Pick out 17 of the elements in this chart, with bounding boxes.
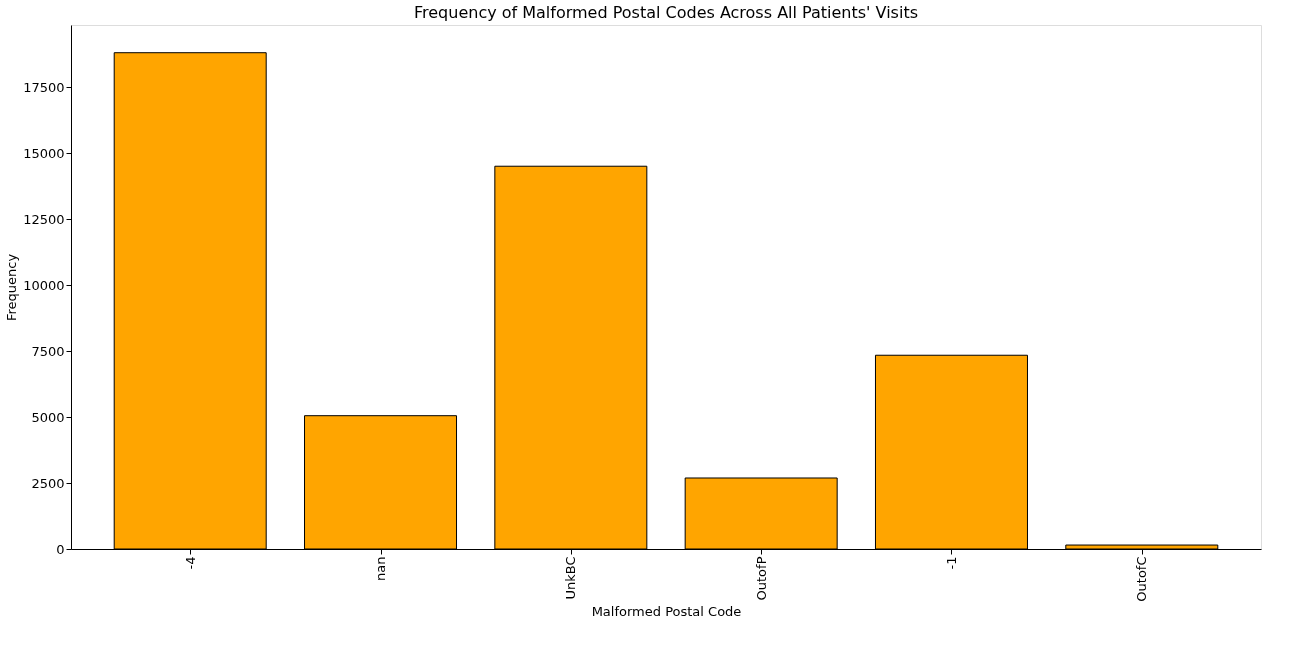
x-axis-title: Malformed Postal Code bbox=[591, 603, 742, 619]
x-tick-label: OutofP bbox=[753, 556, 769, 601]
y-axis-title: Frequency bbox=[4, 253, 20, 322]
x-tick-label: OutofC bbox=[1134, 556, 1150, 602]
x-tick-label: -1 bbox=[943, 556, 959, 570]
y-tick-label: 17500 bbox=[23, 79, 65, 95]
y-tick-label: 0 bbox=[56, 541, 65, 557]
y-tick-label: 7500 bbox=[31, 343, 65, 359]
x-tick-label: nan bbox=[373, 556, 389, 581]
y-tick-label: 5000 bbox=[31, 409, 65, 425]
y-tick-label: 12500 bbox=[23, 211, 65, 227]
chart-title: Frequency of Malformed Postal Codes Across All Patients' Visits bbox=[413, 3, 919, 22]
x-tick-label: UnkBC bbox=[563, 556, 579, 600]
y-tick-label: 15000 bbox=[23, 145, 65, 161]
x-tick-label: -4 bbox=[182, 556, 198, 570]
y-tick-label: 2500 bbox=[31, 475, 65, 491]
y-tick-label: 10000 bbox=[23, 277, 65, 293]
